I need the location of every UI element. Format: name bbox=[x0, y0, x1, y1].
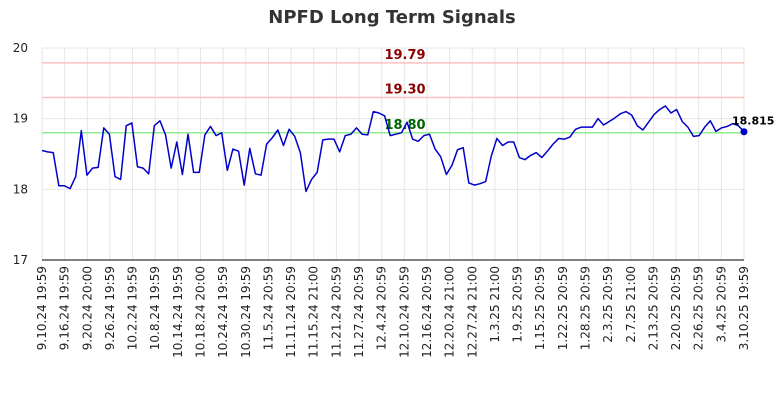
x-tick-label: 9.20.24 20:00 bbox=[80, 266, 94, 350]
x-tick-label: 12.10.24 20:59 bbox=[397, 266, 411, 358]
x-tick-label: 11.15.24 21:00 bbox=[307, 266, 321, 358]
x-tick-label: 1.15.25 20:59 bbox=[533, 266, 547, 350]
x-tick-label: 10.2.24 19:59 bbox=[126, 266, 140, 350]
x-tick-label: 3.10.25 19:59 bbox=[737, 266, 751, 350]
reference-label-middle: 19.30 bbox=[384, 82, 425, 97]
x-tick-label: 10.14.24 19:59 bbox=[171, 266, 185, 358]
last-point-marker bbox=[740, 128, 748, 136]
x-tick-label: 9.10.24 19:59 bbox=[35, 266, 49, 350]
x-tick-label: 2.20.25 20:59 bbox=[669, 266, 683, 350]
x-tick-label: 12.16.24 20:59 bbox=[420, 266, 434, 358]
x-tick-label: 1.9.25 20:59 bbox=[511, 266, 525, 343]
x-tick-label: 12.4.24 20:59 bbox=[375, 266, 389, 350]
x-tick-label: 1.3.25 21:00 bbox=[488, 266, 502, 343]
x-tick-label: 12.20.24 21:00 bbox=[443, 266, 457, 358]
chart-title: NPFD Long Term Signals bbox=[268, 7, 516, 28]
x-tick-label: 10.18.24 20:00 bbox=[194, 266, 208, 358]
x-tick-label: 3.4.25 20:59 bbox=[714, 266, 728, 343]
x-tick-label: 2.13.25 20:59 bbox=[646, 266, 660, 350]
x-tick-label: 2.26.25 20:59 bbox=[692, 266, 706, 350]
x-tick-label: 1.28.25 20:59 bbox=[578, 266, 592, 350]
x-tick-label: 1.22.25 20:59 bbox=[556, 266, 570, 350]
y-tick-label: 20 bbox=[13, 41, 28, 55]
plot-area bbox=[42, 48, 744, 260]
x-tick-label: 10.8.24 19:59 bbox=[148, 266, 162, 350]
last-value-label: 18.815 bbox=[732, 115, 774, 128]
x-tick-label: 12.27.24 21:00 bbox=[465, 266, 479, 358]
x-tick-label: 11.27.24 20:59 bbox=[352, 266, 366, 358]
x-tick-label: 11.11.24 20:59 bbox=[284, 266, 298, 358]
x-tick-label: 11.5.24 20:59 bbox=[261, 266, 275, 350]
y-tick-label: 17 bbox=[13, 253, 28, 267]
x-tick-label: 10.24.24 19:59 bbox=[216, 266, 230, 358]
y-tick-label: 18 bbox=[13, 182, 28, 196]
reference-label-upper: 19.79 bbox=[384, 48, 425, 63]
x-tick-label: 9.16.24 19:59 bbox=[58, 266, 72, 350]
x-tick-label: 2.7.25 21:00 bbox=[624, 266, 638, 343]
x-tick-label: 9.26.24 19:59 bbox=[103, 266, 117, 350]
x-tick-label: 2.3.25 20:59 bbox=[601, 266, 615, 343]
price-series-line bbox=[41, 105, 745, 193]
x-tick-label: 11.21.24 20:59 bbox=[329, 266, 343, 358]
x-tick-label: 10.30.24 19:59 bbox=[239, 266, 253, 358]
y-tick-label: 19 bbox=[13, 112, 28, 126]
